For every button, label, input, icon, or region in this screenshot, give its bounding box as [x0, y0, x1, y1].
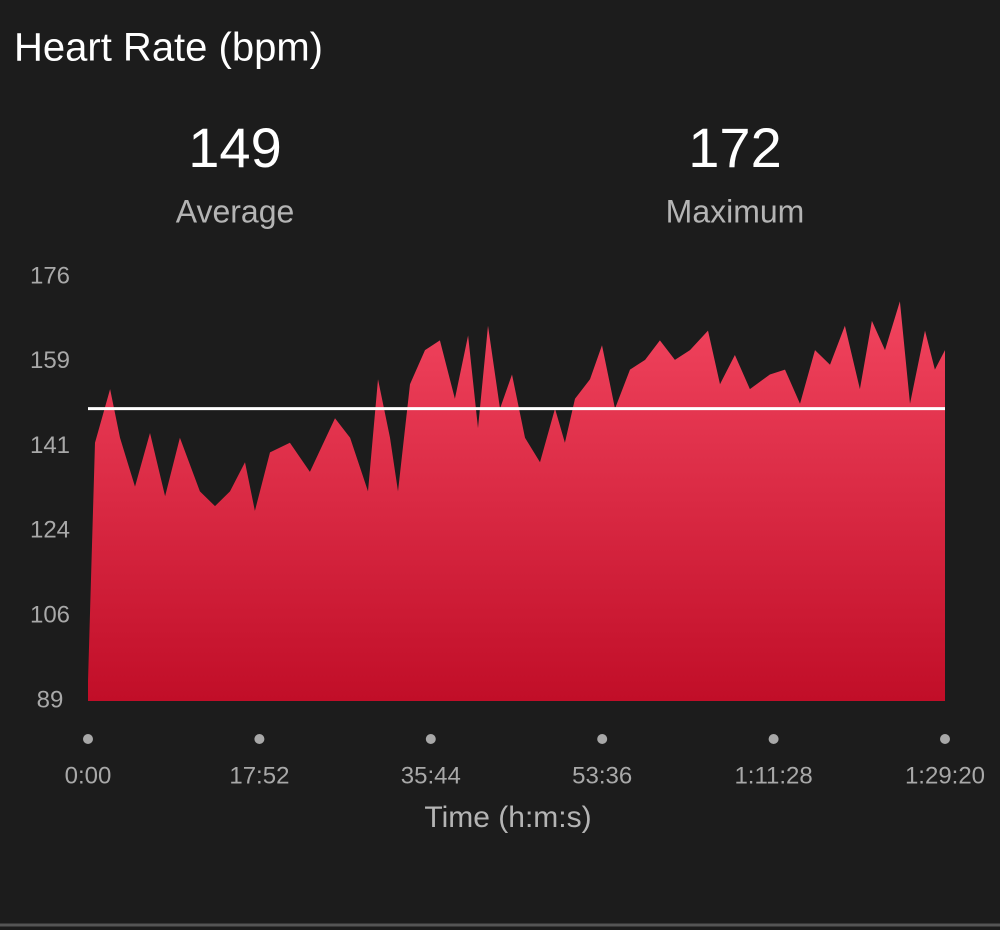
- stat-value: 149: [188, 116, 281, 179]
- x-tick-label: 17:52: [229, 762, 289, 789]
- x-tick-dot: [425, 734, 436, 744]
- x-tick-label: 0:00: [65, 762, 112, 789]
- heart-rate-area: [88, 301, 945, 701]
- y-tick-label: 159: [30, 347, 70, 374]
- stat-label: Average: [176, 193, 295, 229]
- x-tick-label: 53:36: [572, 762, 632, 789]
- x-tick-dot: [768, 734, 779, 744]
- y-tick-label: 89: [37, 686, 64, 713]
- x-axis-label: Time (h:m:s): [424, 801, 591, 834]
- chart-title: Heart Rate (bpm): [14, 26, 323, 70]
- x-tick-label: 1:11:28: [734, 762, 812, 789]
- y-tick-label: 176: [30, 262, 70, 289]
- y-tick-label: 124: [30, 517, 70, 544]
- y-tick-label: 106: [30, 602, 70, 629]
- x-tick-dot: [83, 734, 93, 744]
- x-tick-dot: [940, 734, 950, 744]
- x-tick-label: 35:44: [401, 762, 461, 789]
- x-tick-dot: [254, 734, 265, 744]
- x-tick-label: 1:29:20: [905, 762, 985, 789]
- stat-label: Maximum: [666, 193, 805, 229]
- stat-value: 172: [688, 116, 781, 179]
- x-tick-dot: [597, 734, 608, 744]
- y-tick-label: 141: [30, 432, 70, 459]
